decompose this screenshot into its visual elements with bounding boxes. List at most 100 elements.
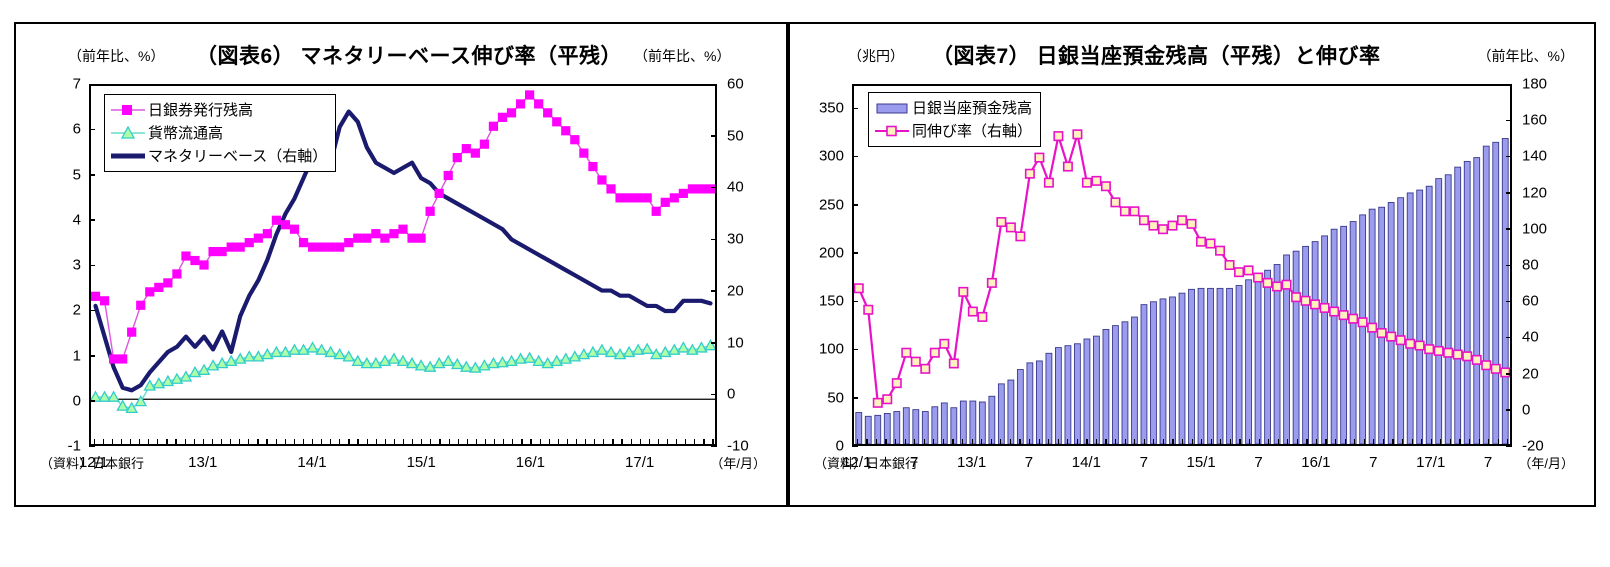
x-axis-tick-mark [648,439,650,446]
x-axis-tick-label: 15/1 [1186,454,1216,471]
y2-axis-tick-label: -10 [727,437,749,455]
x-axis-tick-label: 13/1 [188,454,218,471]
x-axis-tick-mark [102,439,104,446]
x-axis-tick-mark [139,439,141,446]
x-axis-tick-mark [357,439,359,446]
x-axis-tick-mark [1402,439,1404,446]
x-axis-tick-mark [575,439,578,446]
x-axis-tick-mark [93,439,95,446]
legend-item: 同伸び率（右軸） [875,119,1032,142]
y2-axis-tick-label: 50 [727,127,744,145]
figure7-title: （図表7） 日銀当座預金残高（平残）と伸び率 [932,45,1381,68]
x-axis-tick-label: 12/1 [78,454,109,471]
x-axis-tick-mark [1287,439,1289,446]
axis-tick-mark [852,155,858,158]
y-axis-tick-label: 300 [818,147,844,165]
x-axis-tick-mark [302,439,305,446]
x-axis-tick-mark [1095,439,1098,446]
x-axis-tick-mark [1296,439,1298,446]
y-axis-tick-label: 7 [72,75,81,93]
y2-axis-tick-label: 20 [1522,365,1539,383]
figure6-x-unit-note: （年/月） [710,456,766,471]
axis-tick-mark [1506,228,1512,230]
x-axis-tick-mark [1229,439,1231,446]
axis-tick-mark [89,309,95,312]
axis-tick-mark [89,355,95,357]
x-axis-tick-mark [129,439,132,446]
x-axis-tick-mark [1468,439,1471,446]
y-axis-tick-label: -1 [67,437,81,455]
x-axis-tick-mark [1115,439,1117,446]
y-axis-tick-label: 50 [827,389,844,407]
figure6-title: （図表6） マネタリーベース伸び率（平残） [196,45,622,68]
axis-tick-mark [711,342,717,344]
x-axis-tick-mark [1239,439,1241,446]
x-axis-tick-mark [1440,439,1442,446]
x-axis-tick-mark [1277,439,1279,446]
x-axis-tick-mark [630,439,632,446]
x-axis-tick-mark [412,439,414,446]
x-axis-tick-mark [1172,439,1174,446]
axis-tick-mark [711,238,717,241]
x-axis-tick-mark [184,439,186,446]
x-axis-tick-mark [157,439,159,446]
x-axis-tick-mark [248,439,250,446]
x-axis-tick-mark [1497,439,1499,446]
x-axis-tick-mark [494,439,496,446]
axis-tick-mark [1506,373,1512,375]
y2-axis-tick-label: -20 [1522,437,1544,455]
axis-tick-mark [1506,192,1512,194]
x-axis-tick-mark [942,439,945,446]
x-axis-tick-mark [557,439,559,446]
x-axis-tick-mark [348,439,350,446]
x-axis-tick-label: 7 [1139,454,1148,471]
x-axis-tick-mark [339,439,341,446]
x-axis-tick-mark [1009,439,1011,446]
x-axis-tick-mark [885,439,887,446]
figure6-right-unit-label: （前年比、%） [634,48,731,64]
axis-tick-mark [1506,300,1512,303]
y-axis-tick-label: 6 [72,120,81,138]
x-axis-tick-mark [676,439,678,446]
x-axis-tick-mark [521,439,523,446]
x-axis-tick-mark [1382,439,1385,446]
legend-label: 日銀券発行残高 [148,102,254,119]
x-axis-tick-mark [1449,439,1451,446]
axis-tick-mark [1506,119,1512,122]
x-axis-tick-mark [1392,439,1394,446]
x-axis-tick-mark [448,439,450,446]
legend-item: 貨幣流通高 [111,121,327,144]
x-axis-tick-mark [685,439,687,446]
x-axis-tick-mark [1459,439,1461,446]
axis-tick-mark [89,445,95,447]
x-axis-tick-mark [981,439,983,446]
x-axis-tick-mark [1306,439,1308,446]
x-axis-tick-mark [1430,439,1432,446]
x-axis-tick-mark [1315,439,1318,446]
x-axis-tick-mark [856,439,858,446]
axis-tick-mark [1506,155,1512,158]
x-axis-tick-mark [1076,439,1078,446]
x-axis-tick-mark [1373,439,1375,446]
legend-swatch-icon [111,103,145,117]
x-axis-tick-mark [1000,439,1002,446]
axis-tick-mark [711,135,717,137]
x-axis-tick-mark [530,439,532,446]
x-axis-tick-mark [257,439,259,446]
x-axis-tick-mark [220,439,223,446]
x-axis-tick-label: 7 [1483,454,1493,471]
x-axis-tick-mark [1421,439,1423,446]
x-axis-tick-label: 17/1 [625,454,655,471]
x-axis-tick-mark [1478,439,1480,446]
x-axis-tick-label: 14/1 [1071,454,1101,471]
y2-axis-tick-label: 140 [1522,147,1548,165]
x-axis-tick-mark [1105,439,1107,446]
x-axis-tick-mark [703,439,705,446]
figure6-left-unit-label: （前年比、%） [68,48,165,64]
x-axis-tick-mark [923,439,925,446]
y2-axis-tick-label: 0 [1522,401,1531,419]
x-axis-tick-mark [1191,439,1193,446]
x-axis-tick-mark [230,439,232,446]
x-axis-tick-mark [393,439,396,446]
x-axis-tick-mark [603,439,605,446]
